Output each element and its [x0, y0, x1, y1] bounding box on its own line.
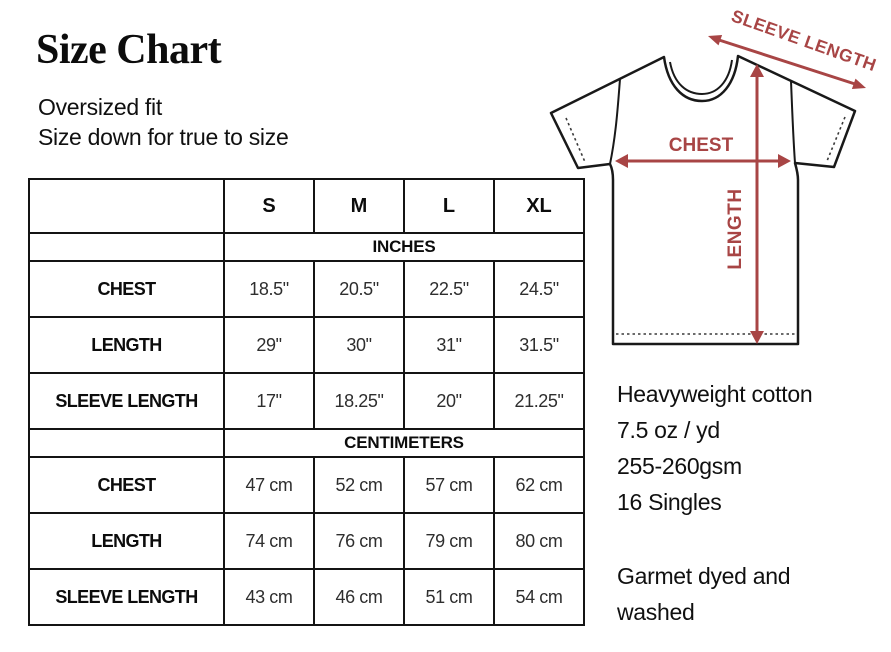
fabric-line: Heavyweight cotton [617, 381, 813, 407]
size-value: 21.25" [493, 372, 585, 430]
right-sleeve-seam [790, 80, 796, 164]
size-value: 54 cm [493, 568, 585, 626]
unit-banner-inches: INCHES [223, 232, 585, 262]
size-value: 74 cm [223, 512, 315, 570]
right-sleeve-stitch-line [826, 116, 846, 162]
size-column-header-xl: XL [493, 178, 585, 234]
size-column-header-l: L [403, 178, 495, 234]
size-value: 47 cm [223, 456, 315, 514]
tshirt-outline [549, 54, 857, 346]
fabric-line: 7.5 oz / yd [617, 417, 720, 443]
size-value: 20" [403, 372, 495, 430]
size-column-header-m: M [313, 178, 405, 234]
length-arrow [750, 64, 764, 344]
fit-note-line: Oversized fit [38, 94, 162, 120]
fabric-line: 16 Singles [617, 489, 722, 515]
unit-banner-centimeters: CENTIMETERS [223, 428, 585, 458]
care-line: washed [617, 599, 695, 625]
row-label: SLEEVE LENGTH [28, 568, 225, 626]
size-value: 17" [223, 372, 315, 430]
size-value: 43 cm [223, 568, 315, 626]
tshirt-diagram: CHEST LENGTH SLEEVE LENGTH [549, 5, 879, 346]
size-value: 18.5" [223, 260, 315, 318]
size-value: 51 cm [403, 568, 495, 626]
size-value: 76 cm [313, 512, 405, 570]
size-value: 79 cm [403, 512, 495, 570]
table-row-chest-inches: CHEST 18.5" 20.5" 22.5" 24.5" [28, 260, 585, 318]
row-label: LENGTH [28, 316, 225, 374]
fit-note-line: Size down for true to size [38, 124, 289, 150]
size-value: 57 cm [403, 456, 495, 514]
left-sleeve-seam [609, 78, 621, 165]
table-row-length-cm: LENGTH 74 cm 76 cm 79 cm 80 cm [28, 512, 585, 570]
table-row-sleeve-inches: SLEEVE LENGTH 17" 18.25" 20" 21.25" [28, 372, 585, 430]
size-value: 20.5" [313, 260, 405, 318]
row-label: LENGTH [28, 512, 225, 570]
size-value: 29" [223, 316, 315, 374]
size-value: 31.5" [493, 316, 585, 374]
row-label: CHEST [28, 260, 225, 318]
size-column-header-s: S [223, 178, 315, 234]
corner-spacer [28, 428, 225, 458]
size-value: 46 cm [313, 568, 405, 626]
size-value: 30" [313, 316, 405, 374]
collar-ribbing-line [669, 59, 733, 96]
size-value: 80 cm [493, 512, 585, 570]
size-table: S M L XL INCHES CHEST 18.5" 20.5" 22.5" … [28, 178, 585, 626]
page-title: Size Chart [36, 27, 222, 73]
size-header-row: S M L XL [28, 178, 585, 234]
size-value: 31" [403, 316, 495, 374]
sleeve-length-arrow [708, 35, 866, 89]
row-label: SLEEVE LENGTH [28, 372, 225, 430]
table-row-sleeve-cm: SLEEVE LENGTH 43 cm 46 cm 51 cm 54 cm [28, 568, 585, 626]
size-value: 18.25" [313, 372, 405, 430]
size-value: 24.5" [493, 260, 585, 318]
fabric-line: 255-260gsm [617, 453, 742, 479]
left-sleeve-stitch-line [565, 117, 586, 163]
unit-banner-row: CENTIMETERS [28, 428, 585, 458]
fit-note: Oversized fit Size down for true to size [38, 92, 289, 152]
size-value: 52 cm [313, 456, 405, 514]
size-value: 62 cm [493, 456, 585, 514]
corner-spacer [28, 178, 225, 234]
corner-spacer [28, 232, 225, 262]
care-line: Garmet dyed and [617, 563, 791, 589]
care-info: Garmet dyed and washed [617, 558, 791, 630]
chest-label: CHEST [669, 135, 734, 156]
unit-banner-row: INCHES [28, 232, 585, 262]
table-row-length-inches: LENGTH 29" 30" 31" 31.5" [28, 316, 585, 374]
size-value: 22.5" [403, 260, 495, 318]
table-row-chest-cm: CHEST 47 cm 52 cm 57 cm 62 cm [28, 456, 585, 514]
row-label: CHEST [28, 456, 225, 514]
length-label: LENGTH [725, 188, 746, 269]
fabric-info: Heavyweight cotton 7.5 oz / yd 255-260gs… [617, 376, 813, 520]
